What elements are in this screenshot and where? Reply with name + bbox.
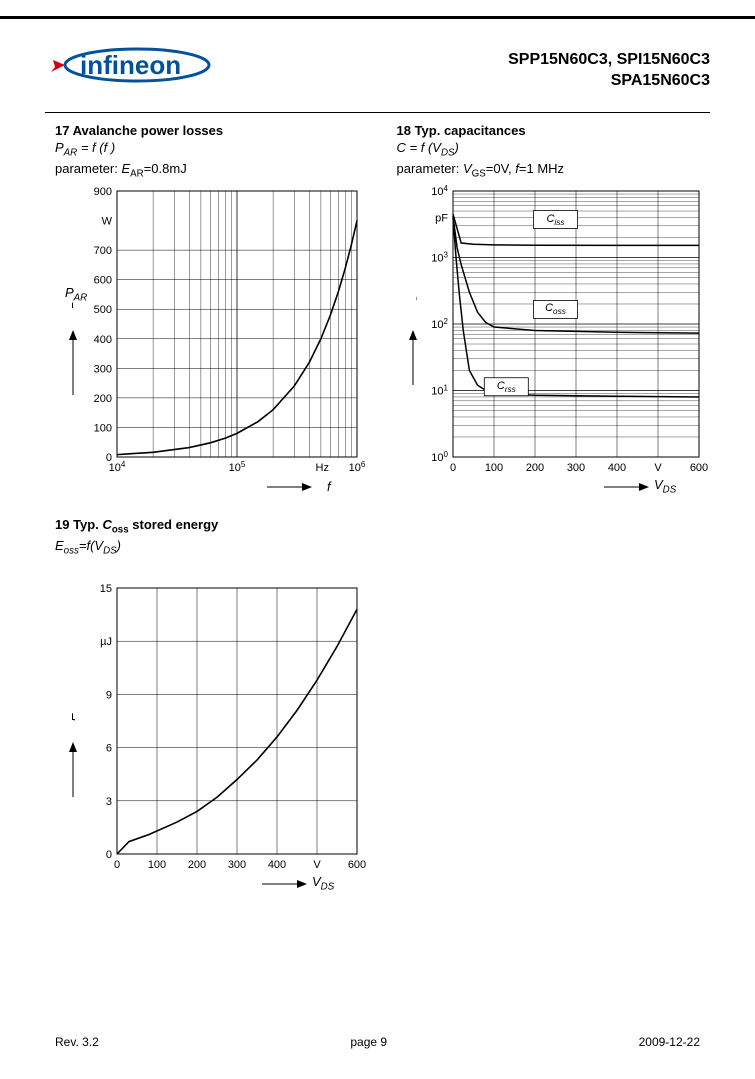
footer-date: 2009-12-22: [639, 1035, 700, 1049]
svg-text:0: 0: [106, 849, 112, 861]
footer: Rev. 3.2 page 9 2009-12-22: [55, 1035, 700, 1049]
svg-text:3: 3: [106, 796, 112, 808]
svg-text:f: f: [327, 479, 332, 494]
header-divider: [45, 112, 710, 113]
sect19-formula: Eoss=f(VDS): [55, 538, 710, 557]
svg-text:600: 600: [348, 859, 366, 871]
svg-text:µJ: µJ: [100, 637, 112, 649]
chart19: 036915µJ0100200300400600VEossVDS: [55, 582, 367, 902]
svg-text:100: 100: [94, 423, 112, 435]
part-line-2: SPA15N60C3: [508, 71, 710, 92]
svg-text:200: 200: [94, 393, 112, 405]
svg-text:V: V: [654, 462, 662, 474]
svg-text:Hz: Hz: [316, 462, 329, 474]
svg-text:100: 100: [484, 462, 502, 474]
footer-rev: Rev. 3.2: [55, 1035, 99, 1049]
sect17-formula: PAR = f (f ): [55, 140, 369, 159]
svg-text:0: 0: [114, 859, 120, 871]
svg-text:104: 104: [431, 185, 448, 198]
svg-text:400: 400: [94, 334, 112, 346]
svg-text:infineon: infineon: [80, 50, 181, 80]
svg-text:200: 200: [188, 859, 206, 871]
svg-text:103: 103: [431, 250, 448, 265]
sect18-title: 18 Typ. capacitances: [397, 123, 711, 138]
part-line-1: SPP15N60C3, SPI15N60C3: [508, 50, 710, 71]
sect17-title: 17 Avalanche power losses: [55, 123, 369, 138]
svg-text:0: 0: [449, 462, 455, 474]
svg-text:100: 100: [148, 859, 166, 871]
svg-text:106: 106: [349, 460, 366, 475]
svg-text:600: 600: [689, 462, 707, 474]
svg-text:900: 900: [94, 186, 112, 198]
svg-text:W: W: [102, 216, 113, 228]
svg-text:400: 400: [268, 859, 286, 871]
svg-text:700: 700: [94, 245, 112, 257]
part-numbers: SPP15N60C3, SPI15N60C3 SPA15N60C3: [508, 50, 710, 92]
svg-text:100: 100: [431, 450, 448, 465]
section-17: 17 Avalanche power losses PAR = f (f ) p…: [55, 120, 369, 505]
header: infineon SPP15N60C3, SPI15N60C3 SPA15N60…: [45, 40, 710, 92]
svg-text:400: 400: [607, 462, 625, 474]
chart18: 0100200300400600V100101102103104pFCissCo…: [397, 185, 709, 505]
chart17: 0100200300400500600700900W104105106HzPAR…: [55, 185, 367, 505]
svg-text:105: 105: [229, 460, 246, 475]
svg-text:V: V: [313, 859, 321, 871]
footer-page: page 9: [350, 1035, 387, 1049]
sect19-title: 19 Typ. Coss stored energy: [55, 517, 710, 536]
svg-text:104: 104: [109, 460, 126, 475]
svg-text:6: 6: [106, 743, 112, 755]
svg-text:200: 200: [525, 462, 543, 474]
sect17-param: parameter: EAR=0.8mJ: [55, 161, 369, 180]
svg-text:600: 600: [94, 275, 112, 287]
svg-text:300: 300: [566, 462, 584, 474]
svg-text:102: 102: [431, 317, 448, 332]
svg-text:pF: pF: [435, 213, 448, 225]
section-19: 19 Typ. Coss stored energy Eoss=f(VDS) 0…: [55, 517, 710, 902]
infineon-logo: infineon: [45, 40, 225, 92]
top-rule: [0, 16, 755, 19]
svg-text:500: 500: [94, 304, 112, 316]
section-18: 18 Typ. capacitances C = f (VDS) paramet…: [397, 120, 711, 505]
sect18-formula: C = f (VDS): [397, 140, 711, 159]
svg-text:101: 101: [431, 383, 448, 398]
svg-text:15: 15: [100, 583, 112, 595]
svg-text:300: 300: [94, 364, 112, 376]
svg-text:300: 300: [228, 859, 246, 871]
sect18-param: parameter: VGS=0V, f=1 MHz: [397, 161, 711, 180]
svg-text:9: 9: [106, 690, 112, 702]
